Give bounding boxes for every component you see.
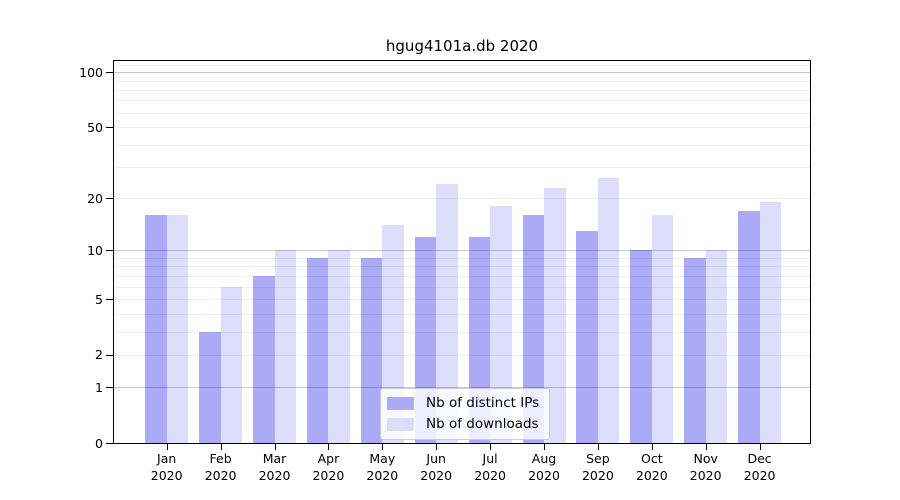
x-tick-label-jul: Jul 2020 (474, 451, 506, 483)
y-tick-0 (106, 443, 113, 444)
gridline-minor-20 (114, 198, 810, 200)
x-tick-feb (220, 444, 222, 450)
bar-downloads-aug (544, 187, 566, 443)
x-tick-jul (490, 444, 492, 450)
bar-distinct-ips-dec (738, 210, 760, 443)
plot-area: Nb of distinct IPs Nb of downloads (113, 60, 811, 444)
bar-downloads-jun (436, 184, 458, 443)
gridline-minor-60 (114, 112, 810, 114)
y-tick-1 (106, 387, 113, 389)
legend-label-downloads: Nb of downloads (426, 416, 539, 432)
bar-distinct-ips-sep (576, 230, 598, 443)
legend-swatch-distinct-ips (387, 397, 414, 410)
x-tick-oct (651, 444, 653, 450)
x-tick-label-oct: Oct 2020 (635, 451, 668, 483)
x-tick-label-may: May 2020 (366, 451, 399, 483)
gridline-minor-7 (114, 275, 810, 277)
gridline-minor-3 (114, 331, 810, 333)
x-tick-nov (705, 444, 707, 450)
y-tick-label-0: 0 (95, 435, 103, 451)
gridline-major-100 (114, 72, 810, 74)
gridline-minor-40 (114, 144, 810, 146)
x-tick-mar (274, 444, 276, 450)
bar-distinct-ips-apr (306, 258, 329, 443)
x-tick-apr (328, 444, 330, 450)
y-tick-label-20: 20 (87, 190, 103, 206)
gridline-minor-4 (114, 313, 810, 315)
y-tick-label-100: 100 (79, 64, 103, 80)
legend-swatch-downloads (387, 418, 414, 431)
legend-item-downloads: Nb of downloads (387, 417, 539, 432)
y-tick-20 (106, 198, 113, 200)
gridline-minor-80 (114, 89, 810, 91)
x-tick-label-feb: Feb 2020 (204, 451, 237, 483)
y-tick-label-10: 10 (87, 242, 103, 258)
x-tick-sep (597, 444, 599, 450)
bar-downloads-sep (597, 178, 620, 443)
bar-distinct-ips-aug (522, 215, 544, 443)
y-tick-2 (106, 354, 113, 356)
gridline-major-1 (114, 387, 810, 389)
y-tick-label-50: 50 (87, 119, 103, 135)
bar-downloads-feb (220, 286, 243, 443)
gridline-minor-5 (114, 299, 810, 300)
bar-distinct-ips-mar (253, 275, 275, 443)
y-tick-label-2: 2 (95, 347, 103, 363)
y-tick-10 (106, 250, 113, 252)
x-tick-aug (544, 444, 545, 450)
gridline-minor-50 (114, 127, 810, 128)
y-tick-5 (106, 299, 113, 300)
bar-distinct-ips-nov (684, 258, 706, 443)
gridline-minor-110 (114, 64, 810, 66)
x-tick-label-jan: Jan 2020 (150, 451, 183, 483)
bar-downloads-dec (759, 202, 782, 443)
x-tick-label-nov: Nov 2020 (689, 451, 722, 483)
bar-downloads-jan (166, 215, 189, 443)
y-tick-label-5: 5 (95, 291, 103, 307)
x-tick-dec (759, 444, 761, 450)
y-tick-50 (106, 127, 113, 128)
bar-distinct-ips-jan (145, 215, 167, 443)
x-tick-label-sep: Sep 2020 (581, 451, 614, 483)
x-tick-label-dec: Dec 2020 (743, 451, 776, 483)
bar-downloads-jul (490, 206, 512, 443)
bar-downloads-nov (705, 250, 728, 443)
legend-label-distinct-ips: Nb of distinct IPs (426, 395, 540, 411)
x-tick-may (382, 444, 384, 450)
gridline-minor-9 (114, 258, 810, 259)
bar-distinct-ips-feb (199, 331, 221, 443)
bar-distinct-ips-oct (630, 250, 652, 443)
gridline-minor-6 (114, 286, 810, 288)
gridline-minor-2 (114, 354, 810, 356)
x-tick-label-jun: Jun 2020 (420, 451, 453, 483)
bar-downloads-mar (274, 250, 296, 443)
y-tick-label-1: 1 (95, 379, 103, 395)
legend: Nb of distinct IPs Nb of downloads (380, 388, 551, 440)
gridline-minor-30 (114, 167, 810, 168)
gridline-major-10 (114, 250, 810, 252)
x-tick-label-apr: Apr 2020 (312, 451, 345, 483)
gridline-minor-70 (114, 100, 810, 102)
chart-title: hgug4101a.db 2020 (385, 37, 539, 55)
x-tick-jun (436, 444, 438, 450)
x-tick-jan (166, 444, 168, 450)
legend-item-distinct-ips: Nb of distinct IPs (387, 396, 539, 411)
x-tick-label-aug: Aug 2020 (528, 451, 560, 483)
y-tick-100 (106, 72, 113, 74)
gridline-minor-8 (114, 266, 810, 268)
bar-distinct-ips-may (360, 258, 383, 443)
x-tick-label-mar: Mar 2020 (258, 451, 291, 483)
bar-downloads-apr (328, 250, 350, 443)
gridline-minor-90 (114, 80, 810, 82)
bar-downloads-oct (651, 215, 674, 443)
